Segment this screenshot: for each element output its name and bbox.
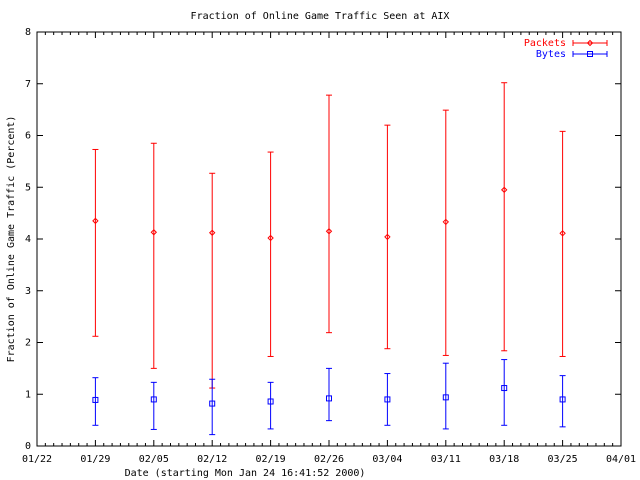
y-tick-label: 1 — [25, 389, 31, 400]
x-tick-label: 03/04 — [372, 454, 402, 465]
y-axis-label: Fraction of Online Game Traffic (Percent… — [6, 116, 17, 363]
data-point — [384, 233, 391, 241]
x-axis-label: Date (starting Mon Jan 24 16:41:52 2000) — [125, 468, 366, 479]
x-tick-label: 03/18 — [489, 454, 519, 465]
data-point — [150, 229, 158, 236]
data-point — [442, 394, 449, 401]
x-tick-label: 01/22 — [22, 454, 52, 465]
data-point — [501, 385, 508, 392]
x-tick-label: 03/25 — [548, 454, 578, 465]
data-point — [500, 186, 508, 194]
x-tick-label: 04/01 — [606, 454, 636, 465]
y-tick-label: 6 — [25, 131, 31, 142]
y-tick-label: 3 — [25, 286, 31, 297]
data-point — [559, 396, 566, 403]
x-tick-label: 02/12 — [197, 454, 227, 465]
x-tick-label: 01/29 — [80, 454, 110, 465]
legend-marker — [586, 39, 594, 47]
legend-marker — [587, 51, 593, 57]
legend-label: Packets — [524, 38, 566, 49]
x-tick-label: 02/05 — [139, 454, 169, 465]
series-packets — [92, 82, 566, 389]
data-point — [92, 396, 99, 403]
y-tick-label: 4 — [25, 234, 31, 245]
data-point — [326, 395, 332, 402]
axes: 0 1 2 3 4 5 6 7 8 01/22 01/29 02/05 02/12 02/19 02/26 0… — [22, 27, 636, 465]
x-tick-label: 02/26 — [314, 454, 344, 465]
data-marks — [92, 82, 566, 436]
data-point — [442, 218, 450, 226]
y-tick-label: 5 — [25, 182, 31, 193]
data-point — [325, 228, 333, 235]
legend-label: Bytes — [536, 49, 566, 60]
chart-title: Fraction of Online Game Traffic Seen at … — [191, 11, 450, 22]
y-tick-label: 7 — [25, 79, 31, 90]
data-point — [267, 234, 274, 242]
data-point — [92, 217, 99, 225]
y-tick-label: 0 — [25, 441, 31, 452]
series-bytes — [92, 359, 566, 436]
data-point — [384, 396, 391, 403]
data-point — [208, 229, 216, 236]
x-tick-label: 03/11 — [431, 454, 461, 465]
x-tick-label: 02/19 — [256, 454, 286, 465]
data-point — [150, 396, 157, 403]
y-tick-label: 2 — [25, 338, 31, 349]
y-tick-label: 8 — [25, 27, 31, 38]
data-point — [267, 398, 274, 405]
data-point — [559, 230, 566, 237]
data-point — [209, 400, 216, 407]
